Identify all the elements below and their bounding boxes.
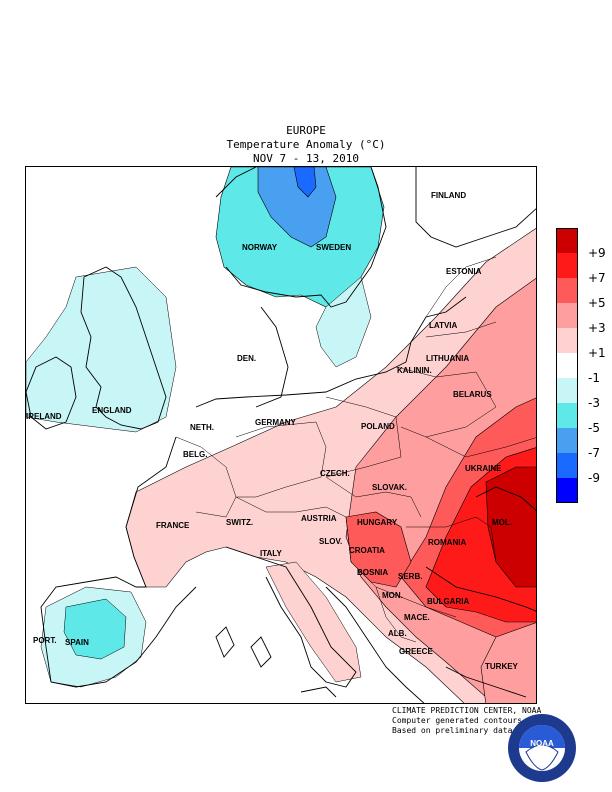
legend-swatch	[556, 378, 578, 403]
country-label-france: FRANCE	[156, 521, 190, 530]
legend-tick-label: -3	[588, 396, 600, 410]
credit-line-1: CLIMATE PREDICTION CENTER, NOAA	[392, 706, 542, 715]
legend-swatch	[556, 253, 578, 278]
country-label-finland: FINLAND	[431, 191, 466, 200]
temperature-color-legend	[556, 228, 578, 503]
legend-swatch	[556, 278, 578, 303]
country-label-hungary: HUNGARY	[357, 518, 398, 527]
country-label-albania: ALB.	[388, 629, 407, 638]
extreme-warm-region-moldova	[485, 466, 536, 588]
country-label-portugal: PORT.	[33, 636, 57, 645]
country-labels: FINLAND NORWAY SWEDEN ESTONIA LATVIA LIT…	[26, 191, 519, 671]
noaa-logo-text: NOAA	[530, 739, 554, 748]
country-label-ireland: IRELAND	[26, 412, 62, 421]
country-label-czech: CZECH.	[320, 469, 350, 478]
warm-region-italy	[265, 561, 362, 683]
country-label-germany: GERMANY	[255, 418, 297, 427]
map-period-title: NOV 7 - 13, 2010	[253, 152, 359, 165]
country-label-serbia: SERB.	[398, 572, 422, 581]
legend-swatch	[556, 303, 578, 328]
anomaly-map: FINLAND NORWAY SWEDEN ESTONIA LATVIA LIT…	[25, 166, 537, 704]
very-cool-region-scandinavia	[257, 167, 337, 248]
legend-swatch	[556, 403, 578, 428]
legend-swatch	[556, 353, 578, 378]
map-variable-title: Temperature Anomaly (°C)	[226, 138, 386, 151]
coldest-region-scandinavia	[293, 167, 317, 198]
legend-swatch	[556, 478, 578, 503]
legend-tick-label: -9	[588, 471, 600, 485]
warm-region-turkey	[480, 622, 536, 703]
country-label-montenegro: MON.	[382, 591, 403, 600]
legend-swatch	[556, 453, 578, 478]
country-label-bulgaria: BULGARIA	[427, 597, 469, 606]
legend-tick-label: +3	[588, 321, 606, 335]
country-label-england: ENGLAND	[92, 406, 132, 415]
cool-region-sweden-south	[315, 276, 372, 368]
country-label-denmark: DEN.	[237, 354, 256, 363]
coastlines	[26, 167, 536, 703]
legend-tick-label: +1	[588, 346, 606, 360]
country-label-romania: ROMANIA	[428, 538, 466, 547]
country-label-moldova: MOL.	[492, 518, 512, 527]
legend-swatch	[556, 428, 578, 453]
country-label-netherlands: NETH.	[190, 423, 214, 432]
legend-tick-label: -7	[588, 446, 600, 460]
country-label-spain: SPAIN	[65, 638, 89, 647]
country-label-poland: POLAND	[361, 422, 395, 431]
country-label-belgium: BELG.	[183, 450, 207, 459]
legend-tick-label: -1	[588, 371, 600, 385]
credit-line-2: Computer generated contours	[392, 716, 523, 725]
anomaly-map-canvas: FINLAND NORWAY SWEDEN ESTONIA LATVIA LIT…	[26, 167, 536, 703]
country-label-croatia: CROATIA	[349, 546, 385, 555]
country-label-ukraine: UKRAINE	[465, 464, 502, 473]
cooler-region-iberia	[63, 598, 127, 660]
country-label-slovenia: SLOV.	[319, 537, 342, 546]
country-label-latvia: LATVIA	[429, 321, 458, 330]
noaa-logo: NOAA	[508, 714, 576, 782]
country-label-switzerland: SWITZ.	[226, 518, 253, 527]
country-label-sweden: SWEDEN	[316, 243, 351, 252]
credit-line-3: Based on preliminary data	[392, 726, 513, 735]
cool-region-british-isles	[26, 266, 177, 433]
anomaly-shading	[26, 167, 536, 703]
country-borders	[175, 256, 536, 643]
country-label-macedonia: MACE.	[404, 613, 430, 622]
country-label-norway: NORWAY	[242, 243, 278, 252]
legend-tick-label: -5	[588, 421, 600, 435]
country-label-austria: AUSTRIA	[301, 514, 337, 523]
legend-swatch	[556, 228, 578, 253]
country-label-lithuania: LITHUANIA	[426, 354, 469, 363]
legend-tick-label: +9	[588, 246, 606, 260]
country-label-estonia: ESTONIA	[446, 267, 482, 276]
country-label-bosnia: BOSNIA	[357, 568, 388, 577]
country-label-kaliningrad: KALININ.	[397, 366, 432, 375]
legend-tick-label: +7	[588, 271, 606, 285]
map-region-title: EUROPE	[286, 124, 326, 137]
country-label-belarus: BELARUS	[453, 390, 492, 399]
country-label-italy: ITALY	[260, 549, 282, 558]
country-label-slovakia: SLOVAK.	[372, 483, 407, 492]
country-label-turkey: TURKEY	[485, 662, 519, 671]
legend-swatch	[556, 328, 578, 353]
country-label-greece: GREECE	[399, 647, 433, 656]
legend-tick-label: +5	[588, 296, 606, 310]
